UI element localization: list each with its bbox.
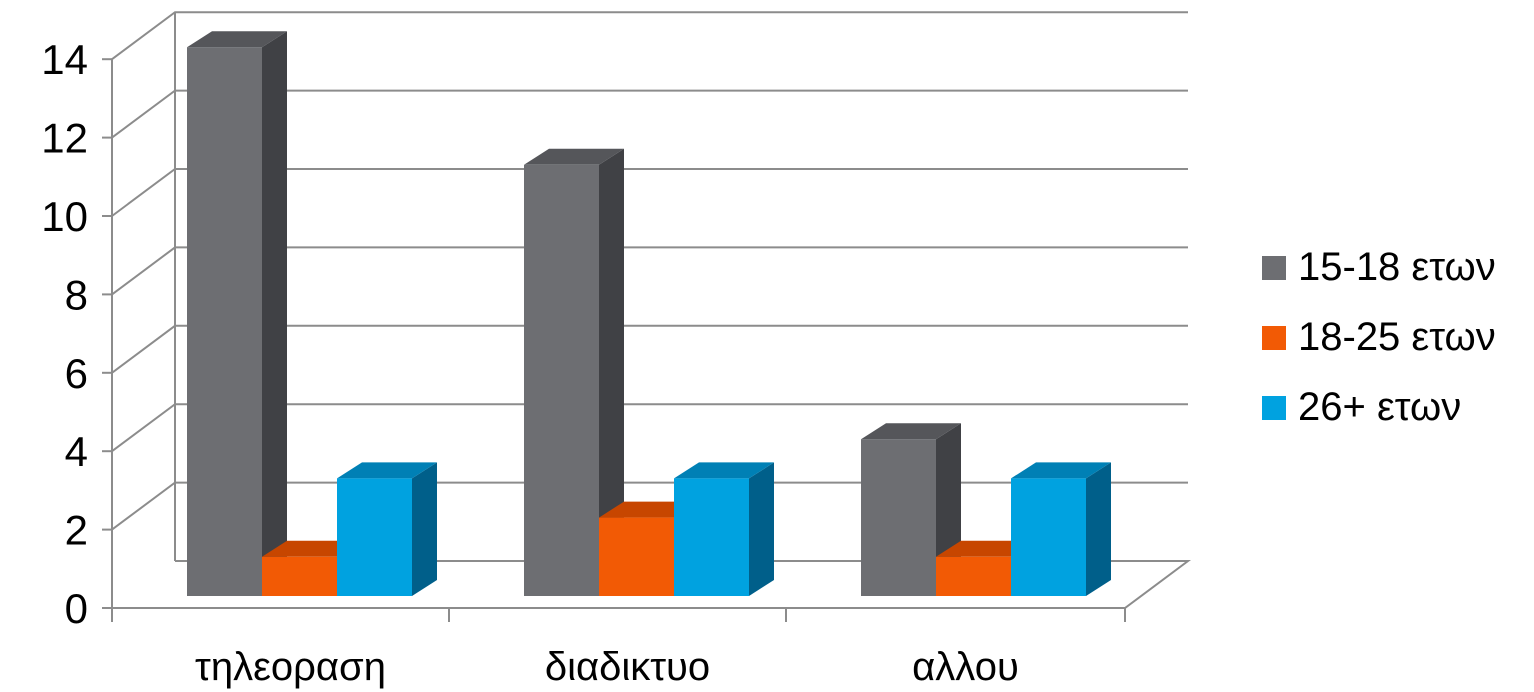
bar bbox=[861, 423, 961, 596]
bar-front bbox=[599, 517, 674, 596]
gridline bbox=[111, 403, 1188, 453]
legend-label: 15-18 ετων bbox=[1298, 245, 1496, 289]
gridline bbox=[111, 481, 1188, 531]
bar-side bbox=[412, 462, 437, 596]
bar-front bbox=[1011, 478, 1086, 596]
bar-side bbox=[599, 148, 624, 597]
bar-top bbox=[1011, 462, 1111, 479]
y-tick-label: 4 bbox=[65, 428, 88, 475]
bar bbox=[187, 31, 287, 596]
gridlines bbox=[111, 11, 1188, 531]
legend-label: 18-25 ετων bbox=[1298, 315, 1496, 359]
x-tick-label: αλλου bbox=[912, 645, 1019, 689]
bar-front bbox=[861, 439, 936, 596]
legend: 15-18 ετων 18-25 ετων 26+ ετων bbox=[1262, 245, 1496, 429]
legend-swatch bbox=[1262, 256, 1286, 280]
gridline bbox=[111, 89, 1188, 139]
bar-side bbox=[1086, 462, 1111, 596]
bar-top bbox=[187, 31, 287, 48]
y-tick-label: 6 bbox=[65, 350, 88, 397]
x-axis-labels: τηλεοραση διαδικτυο αλλου bbox=[111, 608, 1126, 689]
bar bbox=[1011, 462, 1111, 596]
y-tick-label: 12 bbox=[41, 115, 88, 162]
bar bbox=[337, 462, 437, 596]
bars bbox=[187, 31, 1111, 597]
gridline bbox=[111, 168, 1188, 217]
x-tick-label: τηλεοραση bbox=[195, 645, 386, 689]
x-tick-label: διαδικτυο bbox=[545, 645, 710, 689]
bar-top bbox=[524, 148, 624, 165]
y-axis-ticks: 0 2 4 6 8 10 12 14 bbox=[41, 36, 112, 632]
legend-item: 26+ ετων bbox=[1262, 385, 1461, 429]
y-tick-label: 8 bbox=[65, 271, 88, 318]
bar-top bbox=[861, 423, 961, 440]
y-tick-label: 2 bbox=[65, 507, 88, 554]
bar-top bbox=[337, 462, 437, 479]
bar-front bbox=[524, 164, 599, 597]
bar-front bbox=[187, 47, 262, 596]
bar-front bbox=[337, 478, 412, 596]
legend-item: 15-18 ετων bbox=[1262, 245, 1496, 289]
y-tick-label: 10 bbox=[41, 193, 88, 240]
legend-item: 18-25 ετων bbox=[1262, 315, 1496, 359]
bar bbox=[674, 462, 774, 596]
legend-swatch bbox=[1262, 326, 1286, 350]
bar-front bbox=[262, 556, 337, 596]
bar-top bbox=[674, 462, 774, 479]
bar bbox=[524, 148, 624, 597]
gridline bbox=[111, 11, 1188, 61]
bar-side bbox=[262, 31, 287, 596]
gridline bbox=[111, 246, 1188, 296]
y-tick-label: 0 bbox=[65, 585, 88, 632]
gridline bbox=[111, 324, 1188, 374]
bar-front bbox=[674, 478, 749, 596]
y-tick-label: 14 bbox=[41, 36, 88, 83]
bar-side bbox=[749, 462, 774, 596]
bar-front bbox=[936, 556, 1011, 596]
legend-label: 26+ ετων bbox=[1298, 385, 1461, 429]
legend-swatch bbox=[1262, 396, 1286, 420]
